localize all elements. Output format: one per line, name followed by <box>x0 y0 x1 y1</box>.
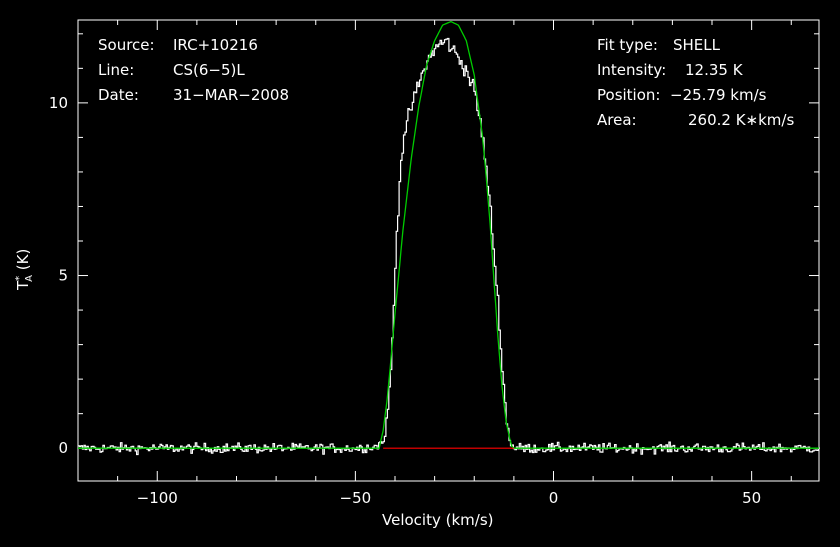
y-tick-label: 5 <box>58 267 68 285</box>
x-tick-label: −100 <box>137 489 178 507</box>
x-tick-label: 0 <box>549 489 559 507</box>
spectrum-histogram-line <box>78 37 820 456</box>
shell-fit-curve <box>78 21 819 449</box>
intensity-value: 12.35 K <box>685 61 743 79</box>
plot-series <box>78 21 820 456</box>
x-tick-label: −50 <box>340 489 372 507</box>
position-value: −25.79 km/s <box>670 86 767 104</box>
intensity-label: Intensity: <box>597 61 667 79</box>
fit-type-label: Fit type: <box>597 36 658 54</box>
area-label: Area: <box>597 111 637 129</box>
source-label: Source: <box>98 36 155 54</box>
y-axis-title-unit: (K) <box>14 248 32 271</box>
date-value: 31−MAR−2008 <box>173 86 290 104</box>
position-label: Position: <box>597 86 661 104</box>
x-tick-label: 50 <box>742 489 761 507</box>
y-axis-title: T*A (K) <box>14 249 35 290</box>
line-label: Line: <box>98 61 135 79</box>
plot-frame <box>77 19 820 482</box>
y-tick-label: 0 <box>58 439 68 457</box>
plot-axes <box>77 19 820 482</box>
fit-type-value: SHELL <box>673 36 720 54</box>
tick-labels: −100 −50 0 50 0 5 10 <box>49 94 761 507</box>
date-label: Date: <box>98 86 139 104</box>
area-value: 260.2 K∗km/s <box>688 111 795 129</box>
x-axis-title: Velocity (km/s) <box>382 511 494 529</box>
y-axis-title-sub: A <box>24 274 35 282</box>
y-axis-title-main: T <box>14 280 32 290</box>
source-value: IRC+10216 <box>173 36 258 54</box>
y-tick-label: 10 <box>49 94 68 112</box>
line-value: CS(6−5)L <box>173 61 245 79</box>
